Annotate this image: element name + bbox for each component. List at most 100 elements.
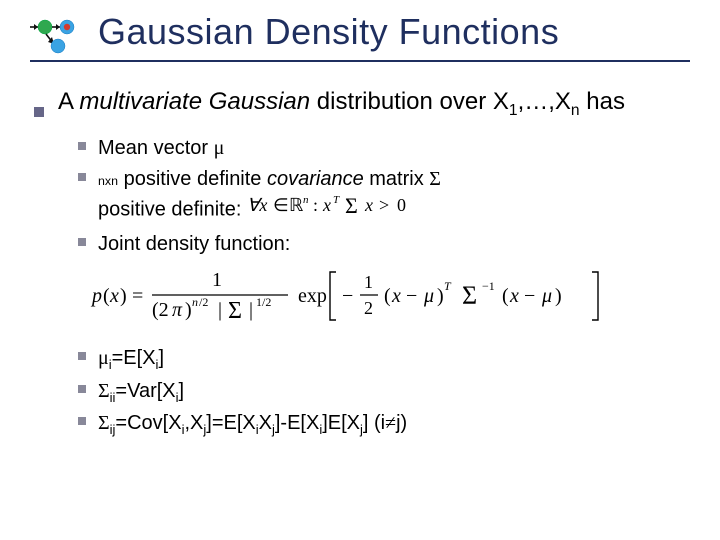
sub-bullet-sigma-ii: Σii=Var[Xi] [78, 378, 690, 407]
svg-text:(2: (2 [152, 299, 169, 321]
txt: ]E[X [322, 412, 360, 434]
svg-text:=: = [132, 285, 143, 307]
txt: ] [158, 347, 164, 369]
neq-symbol: ≠ [385, 412, 396, 434]
txt-ital: multivariate Gaussian [79, 88, 310, 115]
bullet-icon [78, 238, 86, 246]
svg-text:−: − [406, 285, 417, 307]
txt: ]=E[X [206, 412, 255, 434]
svg-text:T: T [333, 194, 340, 206]
title-underline [30, 60, 690, 62]
density-formula: p ( x ) = 1 (2 π ) n /2 | Σ | 1/2 exp [84, 264, 690, 331]
svg-text:1: 1 [212, 269, 222, 291]
svg-text:Σ: Σ [345, 193, 358, 218]
bullet-icon [78, 173, 86, 181]
sub: 1 [509, 102, 518, 119]
svg-text:0: 0 [397, 195, 406, 215]
title-row: Gaussian Density Functions [30, 12, 690, 54]
svg-text:/2: /2 [199, 295, 208, 309]
slide-title: Gaussian Density Functions [98, 12, 559, 52]
sub-text: Σii=Var[Xi] [98, 378, 184, 407]
bullet-icon [78, 352, 86, 360]
svg-text:x: x [109, 285, 119, 307]
txt: X [259, 412, 272, 434]
svg-text:(: ( [103, 285, 110, 307]
sub-list-b: μi=E[Xi] Σii=Var[Xi] Σij=Cov[Xi,Xj]=E[Xi… [34, 345, 690, 439]
svg-text:1/2: 1/2 [256, 295, 271, 309]
svg-text:2: 2 [364, 298, 373, 318]
svg-text:−: − [524, 285, 535, 307]
mu-symbol: μ [214, 137, 225, 159]
sub-bullet-joint: Joint density function: [78, 231, 690, 258]
slide: Gaussian Density Functions A multivariat… [0, 0, 720, 540]
svg-text:): ) [120, 285, 127, 307]
svg-text:μ: μ [541, 285, 552, 307]
svg-text:(: ( [502, 285, 509, 307]
svg-text:−: − [342, 285, 353, 307]
svg-text:x: x [364, 195, 373, 215]
txt: =Cov[X [115, 412, 181, 434]
txt: A [58, 88, 79, 115]
txt: =Var[X [115, 380, 175, 402]
sub-bullet-mu-i: μi=E[Xi] [78, 345, 690, 374]
sub: n [571, 102, 580, 119]
bullet-icon [34, 107, 44, 117]
sub-text: Mean vector μ [98, 135, 224, 162]
txt: j) [396, 412, 407, 434]
svg-text:): ) [185, 299, 192, 321]
svg-text:n: n [192, 295, 198, 309]
svg-text:n: n [303, 194, 309, 206]
svg-text::: : [313, 195, 318, 215]
posdef-formula: ∀x ∈ ℝ n : x T Σ x > 0 [247, 193, 427, 227]
txt: ] (i [363, 412, 385, 434]
svg-text:): ) [437, 285, 444, 307]
txt: distribution over X [310, 88, 509, 115]
txt: has [580, 88, 625, 115]
sub-text: Joint density function: [98, 231, 290, 258]
txt: ]-E[X [275, 412, 319, 434]
svg-text:μ: μ [423, 285, 434, 307]
svg-text:|: | [249, 299, 253, 321]
bullet-icon [78, 417, 86, 425]
svg-text:x: x [509, 285, 519, 307]
mu: μ [98, 347, 109, 369]
sub-text: μi=E[Xi] [98, 345, 164, 374]
txt: Mean vector [98, 137, 214, 159]
svg-text:p: p [90, 285, 102, 307]
bullet-icon [78, 142, 86, 150]
content-area: A multivariate Gaussian distribution ove… [30, 86, 690, 439]
automaton-logo-icon [30, 16, 84, 54]
txt: ,…,X [518, 88, 571, 115]
sub-text: Σij=Cov[Xi,Xj]=E[XiXj]-E[Xi]E[Xj] (i≠j) [98, 410, 407, 439]
svg-text:∈: ∈ [273, 195, 289, 215]
sub-bullet-sigma-ij: Σij=Cov[Xi,Xj]=E[XiXj]-E[Xi]E[Xj] (i≠j) [78, 410, 690, 439]
main-bullet: A multivariate Gaussian distribution ove… [34, 86, 690, 121]
svg-text:1: 1 [364, 272, 373, 292]
sigma: Σ [98, 412, 110, 434]
svg-text:(: ( [384, 285, 391, 307]
svg-text:π: π [172, 299, 183, 321]
svg-text:ℝ: ℝ [289, 195, 303, 215]
svg-text:Σ: Σ [462, 281, 477, 310]
txt-ital: covariance [267, 168, 364, 190]
main-bullet-text: A multivariate Gaussian distribution ove… [58, 86, 625, 121]
txt: ,X [184, 412, 203, 434]
svg-text:): ) [555, 285, 562, 307]
txt: =E[X [112, 347, 156, 369]
txt: ] [179, 380, 185, 402]
svg-text:>: > [379, 195, 389, 215]
sub-text: nxn positive definite covariance matrix … [98, 166, 441, 227]
svg-text:−1: −1 [482, 279, 495, 293]
txt: matrix [364, 168, 430, 190]
svg-text:exp: exp [298, 285, 327, 307]
txt: positive definite: [98, 198, 247, 220]
n: n [98, 174, 105, 188]
n: n [111, 174, 118, 188]
svg-text:x: x [322, 195, 331, 215]
sigma: Σ [98, 380, 110, 402]
sub-bullet-covariance: nxn positive definite covariance matrix … [78, 166, 690, 227]
svg-text:Σ: Σ [228, 298, 242, 324]
svg-text:T: T [444, 279, 452, 293]
svg-text:x: x [391, 285, 401, 307]
txt: positive definite [118, 168, 267, 190]
